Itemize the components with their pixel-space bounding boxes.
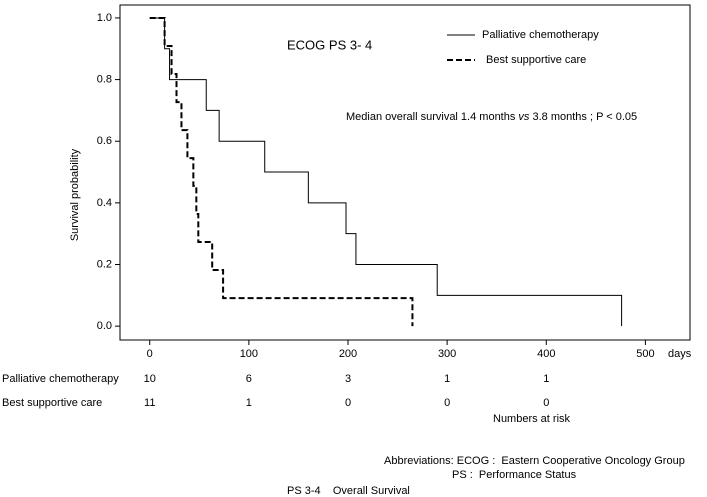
risk-count: 0 — [444, 397, 450, 409]
y-tick-label: 1.0 — [97, 12, 112, 24]
x-tick-label: 500 — [636, 348, 654, 360]
legend-label: Best supportive care — [486, 54, 586, 66]
survival-curve — [149, 17, 623, 327]
x-tick-label: 400 — [537, 348, 555, 360]
caption: PS 3-4 Overall Survival — [287, 485, 410, 497]
annotation-part: 3.8 months ; P < 0.05 — [529, 111, 637, 123]
risk-table-title: Numbers at risk — [493, 413, 571, 425]
x-tick-label: 0 — [147, 348, 153, 360]
annotation-part: Median overall survival 1.4 months — [346, 111, 518, 123]
x-tick-label: 300 — [438, 348, 456, 360]
x-tick-label: 200 — [339, 348, 357, 360]
plot-frame — [119, 4, 691, 341]
annotation-title: ECOG PS 3- 4 — [287, 37, 372, 52]
footnote: PS : Performance Status — [452, 469, 577, 481]
risk-count: 1 — [444, 373, 450, 385]
y-tick-label: 0.8 — [97, 73, 112, 85]
risk-count: 1 — [246, 397, 252, 409]
x-tick-label: 100 — [240, 348, 258, 360]
y-axis-label: Survival probability — [69, 148, 81, 241]
risk-count: 3 — [345, 373, 351, 385]
risk-count: 1 — [543, 373, 549, 385]
risk-row-label: Palliative chemotherapy — [2, 373, 119, 385]
x-axis-label: days — [668, 348, 692, 360]
y-tick-label: 0.6 — [97, 135, 112, 147]
risk-count: 0 — [345, 397, 351, 409]
risk-count: 0 — [543, 397, 549, 409]
annotation-part: vs — [518, 111, 530, 123]
y-tick-label: 0.4 — [97, 197, 112, 209]
risk-count: 10 — [144, 373, 156, 385]
annotation: Median overall survival 1.4 months vs 3.… — [346, 111, 637, 123]
y-tick-label: 0.0 — [97, 320, 112, 332]
y-tick-label: 0.2 — [97, 258, 112, 270]
risk-count: 11 — [144, 397, 155, 409]
survival-curve — [149, 16, 414, 327]
footnote: Abbreviations: ECOG : Eastern Cooperativ… — [384, 455, 685, 467]
legend-label: Palliative chemotherapy — [482, 29, 599, 41]
risk-row-label: Best supportive care — [2, 397, 102, 409]
risk-count: 6 — [246, 373, 252, 385]
